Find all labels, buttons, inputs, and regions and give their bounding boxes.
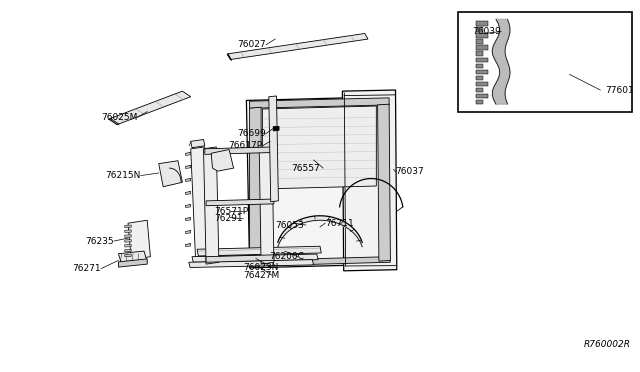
Polygon shape xyxy=(378,104,390,261)
Polygon shape xyxy=(250,98,389,108)
Polygon shape xyxy=(125,254,131,257)
Polygon shape xyxy=(211,150,234,171)
Text: R760002R: R760002R xyxy=(584,340,630,349)
Polygon shape xyxy=(250,107,261,261)
Text: 76271: 76271 xyxy=(72,264,101,273)
Text: 76037: 76037 xyxy=(396,167,424,176)
Polygon shape xyxy=(125,249,131,252)
Polygon shape xyxy=(191,140,205,148)
Polygon shape xyxy=(186,153,191,155)
Polygon shape xyxy=(476,58,488,62)
Text: 76617P: 76617P xyxy=(228,141,262,150)
Text: 76053: 76053 xyxy=(275,221,304,230)
Polygon shape xyxy=(250,257,390,266)
Polygon shape xyxy=(186,218,191,221)
Polygon shape xyxy=(476,51,483,56)
Polygon shape xyxy=(118,259,147,267)
Text: 76027: 76027 xyxy=(237,40,266,49)
Polygon shape xyxy=(259,147,274,264)
Polygon shape xyxy=(189,260,314,267)
Polygon shape xyxy=(109,119,119,125)
Polygon shape xyxy=(476,33,488,38)
Polygon shape xyxy=(205,147,272,154)
Polygon shape xyxy=(125,225,131,228)
Polygon shape xyxy=(206,255,274,262)
Polygon shape xyxy=(262,106,376,189)
Polygon shape xyxy=(227,33,368,60)
Text: 76711: 76711 xyxy=(325,219,354,228)
Text: 76200C: 76200C xyxy=(269,252,303,261)
Text: 76215N: 76215N xyxy=(106,171,141,180)
Text: 76699: 76699 xyxy=(237,129,266,138)
Polygon shape xyxy=(476,100,483,105)
Polygon shape xyxy=(186,231,191,234)
Polygon shape xyxy=(125,240,131,242)
Polygon shape xyxy=(192,254,318,262)
Polygon shape xyxy=(186,205,191,208)
Polygon shape xyxy=(128,220,150,260)
Polygon shape xyxy=(159,161,182,187)
Polygon shape xyxy=(186,166,191,169)
Polygon shape xyxy=(476,27,483,32)
Polygon shape xyxy=(342,90,397,271)
Polygon shape xyxy=(109,91,191,125)
Polygon shape xyxy=(186,179,191,182)
Polygon shape xyxy=(476,21,488,26)
Polygon shape xyxy=(206,199,274,206)
Polygon shape xyxy=(269,96,278,202)
Polygon shape xyxy=(273,126,279,131)
Polygon shape xyxy=(476,39,483,44)
Text: 76557: 76557 xyxy=(291,164,320,173)
Text: 76023N: 76023N xyxy=(243,263,278,272)
Text: 76235: 76235 xyxy=(85,237,114,246)
Polygon shape xyxy=(125,244,131,247)
Polygon shape xyxy=(191,147,210,266)
Polygon shape xyxy=(118,251,147,264)
Polygon shape xyxy=(476,88,483,92)
Polygon shape xyxy=(476,70,488,74)
Bar xyxy=(458,12,632,112)
Polygon shape xyxy=(476,82,488,86)
Polygon shape xyxy=(476,76,483,80)
Polygon shape xyxy=(204,147,219,264)
Text: 76571P: 76571P xyxy=(214,207,248,216)
Polygon shape xyxy=(125,235,131,237)
Text: 76025M: 76025M xyxy=(101,113,138,122)
Polygon shape xyxy=(476,64,483,68)
Polygon shape xyxy=(246,97,394,268)
Text: 76427M: 76427M xyxy=(243,271,280,280)
Text: 77601: 77601 xyxy=(605,86,634,94)
Polygon shape xyxy=(197,246,321,256)
Polygon shape xyxy=(125,230,131,232)
Text: 76039: 76039 xyxy=(472,27,501,36)
Polygon shape xyxy=(476,94,488,98)
Polygon shape xyxy=(186,244,191,247)
Text: 76291: 76291 xyxy=(214,214,243,223)
Polygon shape xyxy=(476,45,488,50)
Polygon shape xyxy=(186,192,191,195)
Polygon shape xyxy=(492,19,510,104)
Polygon shape xyxy=(227,54,232,60)
